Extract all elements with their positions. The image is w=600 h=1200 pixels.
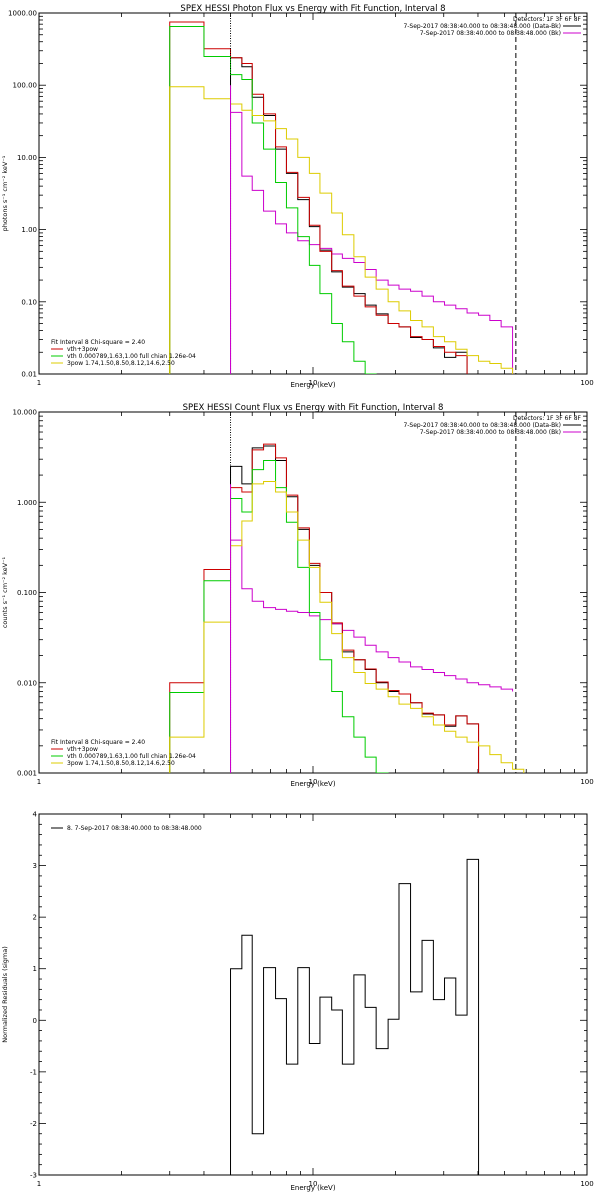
series-line-2 <box>169 21 468 374</box>
y-tick-label: 0.01 <box>21 371 37 379</box>
header-line: 7-Sep-2017 08:38:40.000 to 08:38:48.000 … <box>420 429 561 436</box>
residuals-panel: 1 10 100 Energy (keV) -3 -2 -1 0 1 2 3 4 Normalized … <box>1 811 594 1193</box>
y-tick-label: 3 <box>33 862 37 870</box>
header-line: 7-Sep-2017 08:38:40.000 to 08:38:48.000 … <box>420 30 561 37</box>
x-tick-label: 1 <box>37 1180 41 1188</box>
series-line-3 <box>169 26 377 374</box>
y-axis-label: Normalized Residuals (sigma) <box>1 946 9 1043</box>
legend-entry: vth 0.000789,1.63,1.00 full chian 1.26e-… <box>67 753 196 760</box>
header-line: Detectors: 1F 3F 6F 8F <box>513 16 582 23</box>
series-line-0 <box>230 57 468 374</box>
x-tick-label: 100 <box>580 778 593 786</box>
y-tick-label: 2 <box>33 914 37 922</box>
header-line: 7-Sep-2017 08:38:40.000 to 08:38:48.000 … <box>403 23 561 30</box>
x-axis-label: Energy (keV) <box>290 780 335 788</box>
y-tick-label: 0.001 <box>17 770 37 778</box>
y-tick-label: -2 <box>30 1120 37 1128</box>
series-line-3 <box>169 460 389 773</box>
y-axis-label: counts s⁻¹ cm⁻² keV⁻¹ <box>1 556 9 628</box>
x-axis-label: Energy (keV) <box>290 1184 335 1192</box>
legend-entry: 8. 7-Sep-2017 08:38:40.000 to 08:38:48.0… <box>67 825 202 832</box>
series-line-1 <box>230 539 514 773</box>
plot-frame <box>38 411 588 774</box>
chart-title: SPEX HESSI Photon Flux vs Energy with Fi… <box>180 4 445 14</box>
x-tick-label: 1 <box>37 778 41 786</box>
x-tick-label: 10 <box>309 778 318 786</box>
header-line: Detectors: 1F 3F 6F 8F <box>513 415 582 422</box>
y-tick-label: 0.10 <box>21 298 37 306</box>
y-tick-label: 0 <box>33 1017 37 1025</box>
y-tick-label: -1 <box>30 1068 37 1076</box>
y-tick-label: 10.000 <box>13 409 38 417</box>
x-tick-label: 100 <box>580 379 593 387</box>
x-tick-label: 10 <box>309 379 318 387</box>
legend-entry: 3pow 1.74,1.50,8.50,8.12,14.6,2.50 <box>67 760 175 767</box>
series-line-2 <box>169 443 480 773</box>
plot-frame <box>38 12 588 375</box>
series-line-4 <box>169 480 525 773</box>
y-tick-label: 0.010 <box>17 679 37 687</box>
chart-title: SPEX HESSI Count Flux vs Energy with Fit… <box>183 403 444 413</box>
x-axis-label: Energy (keV) <box>290 381 335 389</box>
count-flux-panel: SPEX HESSI Count Flux vs Energy with Fit… <box>1 403 594 788</box>
y-tick-label: 1.000 <box>17 499 37 507</box>
series-line-4 <box>169 86 514 374</box>
y-tick-label: 4 <box>33 811 38 819</box>
y-tick-label: 1.00 <box>21 226 37 234</box>
y-tick-label: 0.100 <box>17 589 37 597</box>
y-tick-label: 1000.00 <box>8 10 37 18</box>
x-tick-label: 10 <box>309 1180 318 1188</box>
series-line-1 <box>230 111 514 374</box>
series-line-0 <box>230 445 480 773</box>
photon-flux-panel: SPEX HESSI Photon Flux vs Energy with Fi… <box>1 4 594 389</box>
y-tick-label: 100.00 <box>13 82 38 90</box>
legend-entry: vth+3pow <box>67 746 98 753</box>
legend-entry: 3pow 1.74,1.50,8.50,8.12,14.6,2.50 <box>67 360 175 367</box>
y-tick-label: 10.00 <box>17 154 37 162</box>
series-line-0 <box>230 858 480 1175</box>
plot-frame <box>38 813 588 1176</box>
legend-entry: Fit Interval 8 Chi-square = 2.40 <box>51 339 145 346</box>
x-tick-label: 1 <box>37 379 41 387</box>
legend-entry: vth+3pow <box>67 346 98 353</box>
x-tick-label: 100 <box>580 1180 593 1188</box>
y-axis-label: photons s⁻¹ cm⁻² keV⁻¹ <box>1 155 9 231</box>
y-tick-label: 1 <box>33 965 37 973</box>
header-line: 7-Sep-2017 08:38:40.000 to 08:38:48.000 … <box>403 422 561 429</box>
legend-entry: Fit Interval 8 Chi-square = 2.40 <box>51 739 145 746</box>
legend-entry: vth 0.000789,1.63,1.00 full chian 1.26e-… <box>67 353 196 360</box>
y-tick-label: -3 <box>30 1172 37 1180</box>
